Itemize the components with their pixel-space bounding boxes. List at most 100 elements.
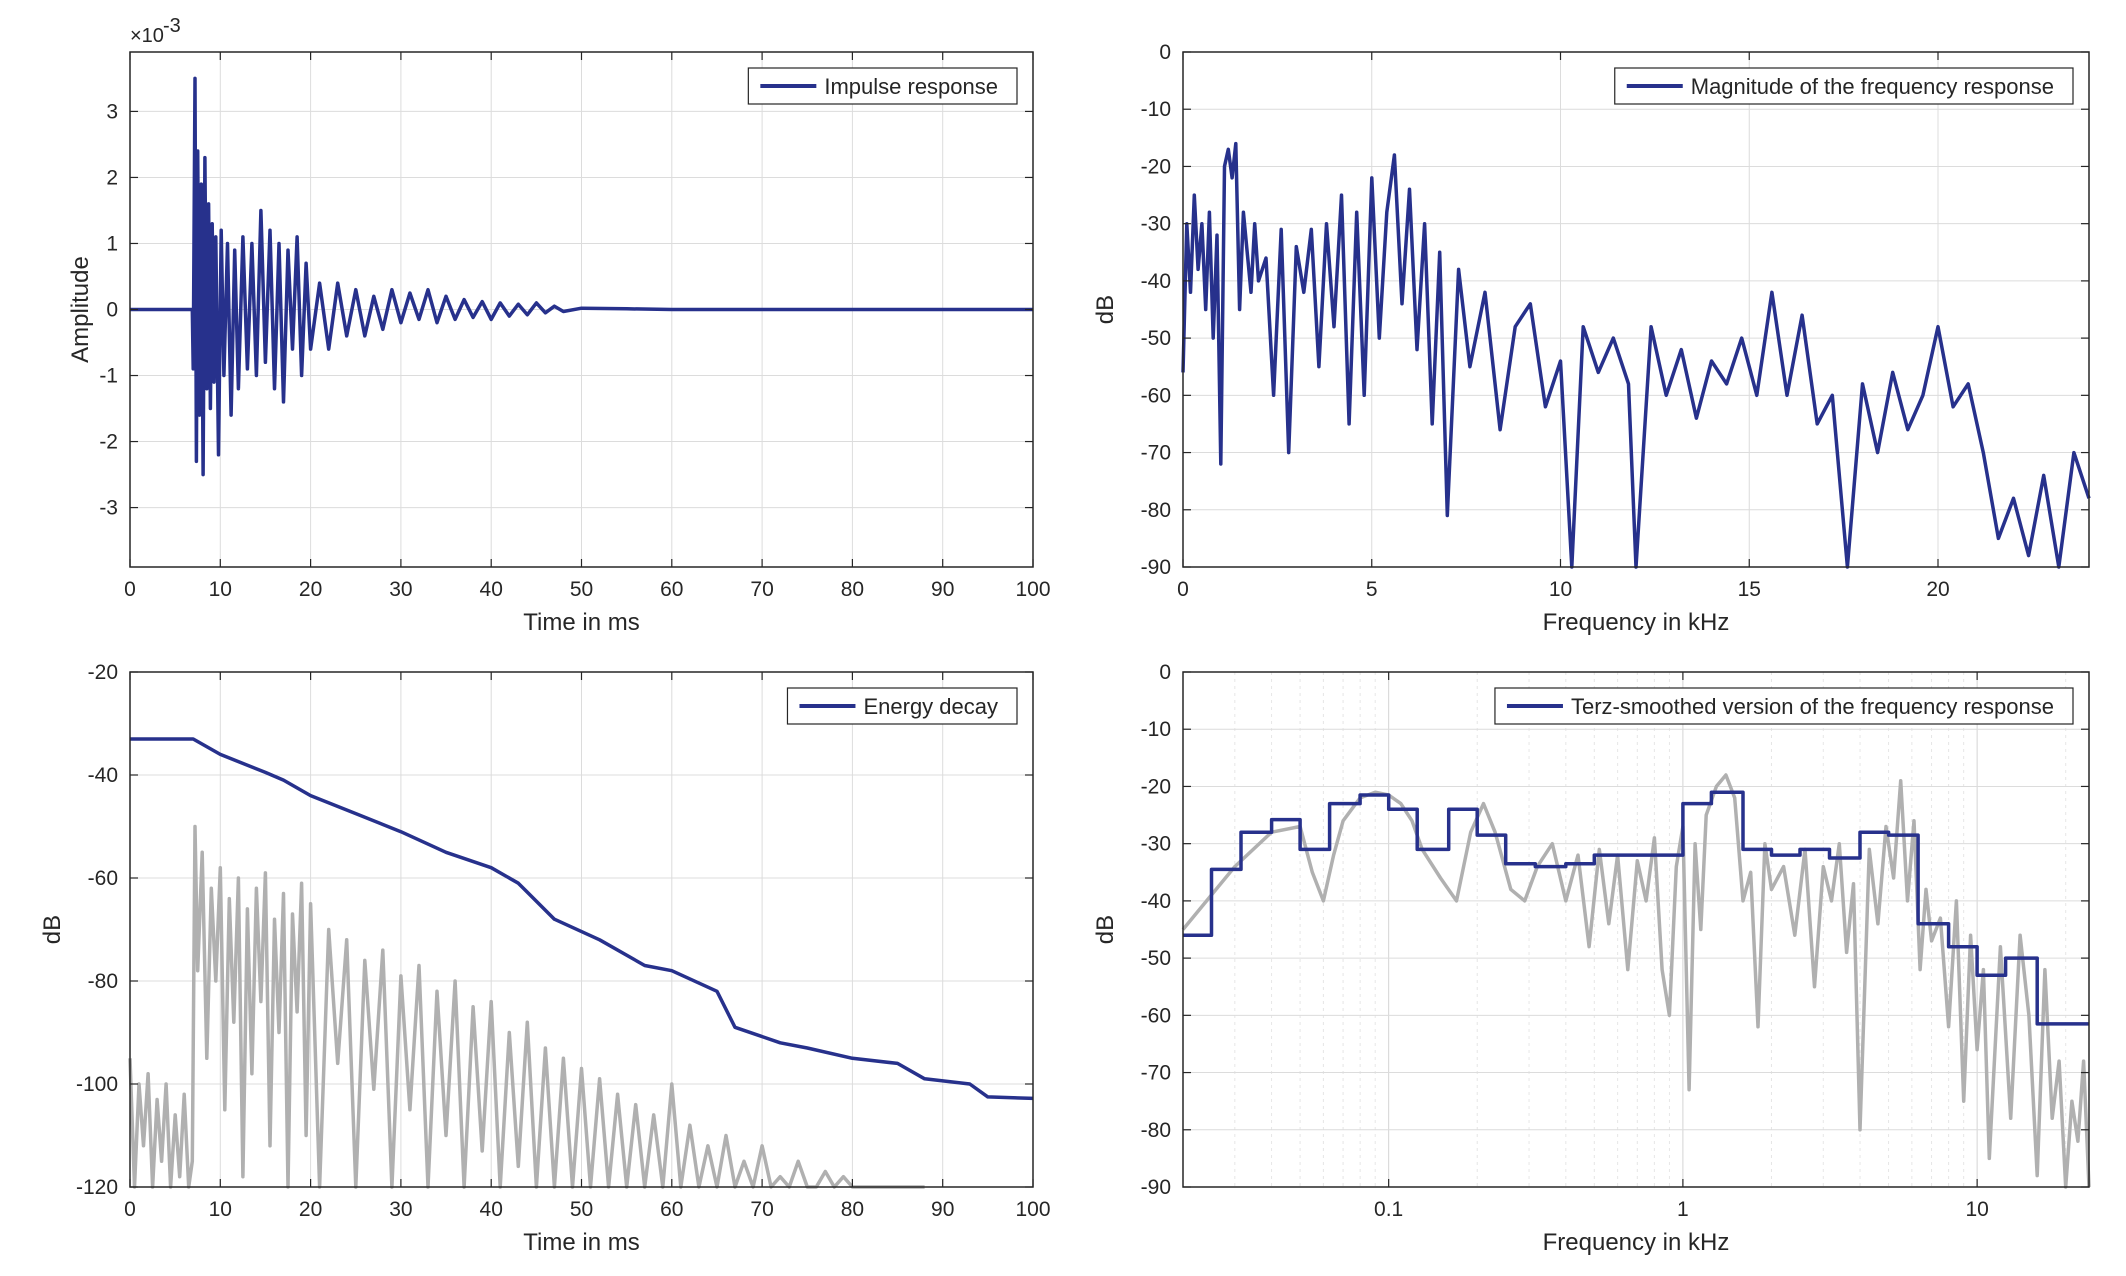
impulse-y-tick-label: -2 bbox=[99, 431, 118, 454]
impulse-x-tick-label: 80 bbox=[841, 578, 864, 601]
energy-x-tick-label: 100 bbox=[1015, 1198, 1050, 1221]
energy-x-tick-label: 60 bbox=[660, 1198, 683, 1221]
impulse-x-tick-label: 70 bbox=[750, 578, 773, 601]
magnitude-y-tick-label: 0 bbox=[1159, 41, 1171, 64]
magnitude-legend-box bbox=[1614, 67, 2074, 105]
energy-y-tick-label: -80 bbox=[88, 970, 118, 993]
terz-y-axis-label: dB bbox=[1092, 915, 1119, 944]
terz-x-tick-label: 1 bbox=[1677, 1198, 1689, 1221]
impulse-y-tick-label: 2 bbox=[106, 166, 118, 189]
energy-x-tick-label: 20 bbox=[299, 1198, 322, 1221]
terz-series-line bbox=[1183, 790, 2089, 1026]
energy-x-tick-label: 70 bbox=[750, 1198, 773, 1221]
impulse-legend-box bbox=[747, 67, 1018, 105]
terz-series-line-grey bbox=[1181, 773, 2091, 1189]
magnitude-y-axis-label: dB bbox=[1092, 295, 1119, 324]
terz-series bbox=[1181, 773, 2091, 1189]
magnitude-y-ticks: 0 -10 -20 -30 -40 -50 -60 -70 -80 -90 bbox=[1141, 41, 2089, 579]
impulse-x-ticks: 0 10 20 30 40 50 60 70 80 90 100 bbox=[124, 52, 1051, 601]
energy-y-tick-label: -20 bbox=[88, 661, 118, 684]
impulse-x-axis-label: Time in ms bbox=[523, 609, 639, 636]
energy-x-tick-label: 0 bbox=[124, 1198, 136, 1221]
energy-x-axis-label: Time in ms bbox=[523, 1229, 639, 1256]
magnitude-x-axis-label: Frequency in kHz bbox=[1543, 609, 1730, 636]
impulse-y-tick-label: 0 bbox=[106, 299, 118, 322]
energy-y-axis-label: dB bbox=[39, 915, 66, 944]
terz-legend: Terz-smoothed version of the frequency r… bbox=[1494, 687, 2074, 725]
energy-y-ticks: -20 -40 -60 -80 -100 -120 bbox=[76, 661, 1033, 1199]
impulse-y-exponent-power: -3 bbox=[163, 15, 181, 37]
magnitude-grid bbox=[1182, 51, 2089, 568]
panel-energy-decay: 0 10 20 30 40 50 60 70 80 90 100 -20-40-60-80-100-… bbox=[39, 661, 1051, 1256]
terz-legend-box bbox=[1494, 687, 2074, 725]
terz-x-tick-label: 10 bbox=[1965, 1198, 1988, 1221]
energy-y-tick-label: -40 bbox=[88, 764, 118, 787]
energy-x-tick-label: 90 bbox=[931, 1198, 954, 1221]
terz-y-tick-label: -90 bbox=[1141, 1176, 1171, 1199]
magnitude-y-tick-label: -60 bbox=[1141, 384, 1171, 407]
impulse-y-tick-label: -3 bbox=[99, 497, 118, 520]
terz-y-tick-label: -70 bbox=[1141, 1062, 1171, 1085]
terz-x-ticks: 0.1 1 10 bbox=[1374, 672, 1989, 1221]
terz-axes-box bbox=[1182, 671, 2090, 1188]
impulse-x-tick-label: 20 bbox=[299, 578, 322, 601]
magnitude-series bbox=[1181, 141, 2091, 569]
impulse-x-tick-label: 50 bbox=[570, 578, 593, 601]
terz-y-tick-label: -60 bbox=[1141, 1004, 1171, 1027]
magnitude-series-line bbox=[1181, 141, 2091, 569]
panel-magnitude-response: 0 5 10 15 20 0 -10 -20 -30 -40 -50 -60 -70 -80 -90 Fr… bbox=[1092, 41, 2091, 636]
magnitude-x-tick-label: 20 bbox=[1926, 578, 1949, 601]
impulse-legend: Impulse response bbox=[747, 67, 1018, 105]
magnitude-y-tick-label: -70 bbox=[1141, 442, 1171, 465]
impulse-series-line bbox=[130, 76, 1033, 477]
magnitude-y-tick-label: -90 bbox=[1141, 556, 1171, 579]
magnitude-legend: Magnitude of the frequency response bbox=[1614, 67, 2074, 105]
energy-series-line-grey bbox=[128, 824, 925, 1189]
magnitude-x-tick-label: 15 bbox=[1738, 578, 1761, 601]
energy-x-tick-label: 50 bbox=[570, 1198, 593, 1221]
impulse-y-exponent: ×10 -3 bbox=[130, 15, 181, 47]
impulse-y-ticks: -3 -2 -1 0 1 2 3 bbox=[99, 100, 1033, 520]
terz-x-tick-label: 0.1 bbox=[1374, 1198, 1403, 1221]
energy-x-tick-label: 30 bbox=[389, 1198, 412, 1221]
energy-x-tick-label: 40 bbox=[480, 1198, 503, 1221]
terz-y-tick-label: -80 bbox=[1141, 1119, 1171, 1142]
magnitude-x-ticks: 0 5 10 15 20 bbox=[1177, 52, 1950, 601]
energy-series bbox=[128, 737, 1034, 1189]
terz-y-tick-label: -50 bbox=[1141, 947, 1171, 970]
energy-legend-label: Energy decay bbox=[863, 694, 998, 719]
impulse-x-tick-label: 40 bbox=[480, 578, 503, 601]
energy-x-tick-label: 80 bbox=[841, 1198, 864, 1221]
panel-terz-smoothed: 0.1 1 10 0 -10 -20 -30 -40 -50 -60 -70 -80 -90 Freq… bbox=[1092, 661, 2091, 1256]
magnitude-x-tick-label: 10 bbox=[1549, 578, 1572, 601]
magnitude-axes-box bbox=[1182, 51, 2090, 568]
magnitude-legend-label: Magnitude of the frequency response bbox=[1691, 74, 2054, 99]
terz-y-tick-label: -20 bbox=[1141, 775, 1171, 798]
magnitude-y-tick-label: -40 bbox=[1141, 270, 1171, 293]
magnitude-y-tick-label: -80 bbox=[1141, 499, 1171, 522]
energy-y-tick-label: -120 bbox=[76, 1176, 118, 1199]
terz-y-tick-label: 0 bbox=[1159, 661, 1171, 684]
terz-grid bbox=[1182, 671, 2089, 1188]
impulse-x-tick-label: 0 bbox=[124, 578, 136, 601]
impulse-y-exponent-base: ×10 bbox=[130, 25, 164, 47]
terz-legend-label: Terz-smoothed version of the frequency r… bbox=[1571, 694, 2054, 719]
magnitude-y-tick-label: -20 bbox=[1141, 155, 1171, 178]
impulse-y-axis-label: Amplitude bbox=[67, 256, 94, 363]
energy-legend: Energy decay bbox=[786, 687, 1018, 725]
impulse-x-tick-label: 60 bbox=[660, 578, 683, 601]
impulse-y-tick-label: 3 bbox=[106, 100, 118, 123]
magnitude-x-tick-label: 0 bbox=[1177, 578, 1189, 601]
impulse-x-tick-label: 30 bbox=[389, 578, 412, 601]
energy-x-tick-label: 10 bbox=[209, 1198, 232, 1221]
magnitude-y-tick-label: -10 bbox=[1141, 98, 1171, 121]
impulse-x-tick-label: 10 bbox=[209, 578, 232, 601]
impulse-series bbox=[130, 76, 1033, 477]
terz-y-tick-label: -10 bbox=[1141, 718, 1171, 741]
terz-y-tick-label: -30 bbox=[1141, 833, 1171, 856]
impulse-y-tick-label: 1 bbox=[106, 232, 118, 255]
magnitude-y-tick-label: -50 bbox=[1141, 327, 1171, 350]
energy-y-tick-label: -100 bbox=[76, 1073, 118, 1096]
magnitude-y-tick-label: -30 bbox=[1141, 213, 1171, 236]
